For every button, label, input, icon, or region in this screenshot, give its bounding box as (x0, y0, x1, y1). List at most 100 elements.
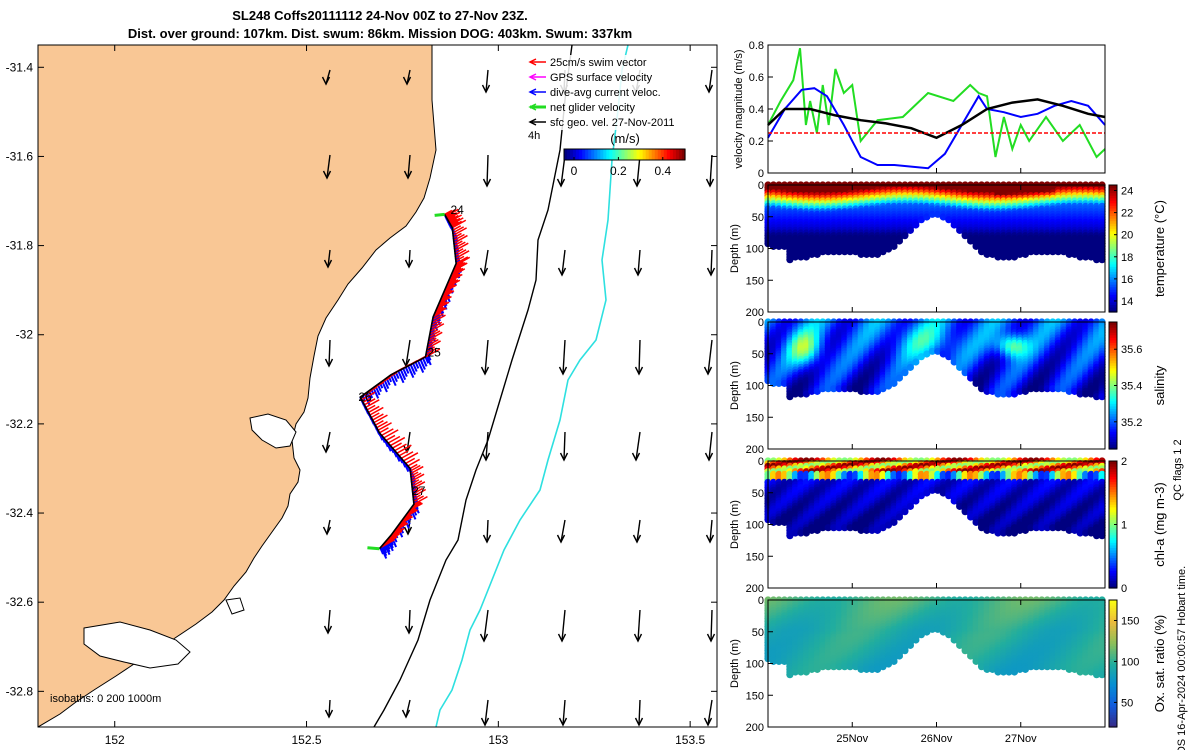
section-data-point (977, 385, 986, 393)
swim-vector (449, 273, 459, 280)
section-data-point (791, 390, 799, 398)
swim-vector (445, 279, 461, 289)
velocity-arrow-shaft (408, 609, 411, 634)
velocity-arrow-shaft (561, 249, 566, 276)
velocity-arrow-head (704, 84, 714, 94)
swim-vector (430, 323, 445, 332)
colorbar-unit-label: (m/s) (610, 131, 640, 146)
section-data-point (1065, 250, 1073, 258)
velocity-arrow-shaft (486, 154, 489, 187)
section-data-point (928, 347, 936, 355)
colorbar-tick-label: 0.2 (610, 164, 627, 178)
velocity-arrow-shaft (560, 519, 566, 543)
swim-vector (432, 311, 442, 318)
section-data-point (775, 242, 783, 250)
swim-vector (411, 479, 420, 485)
colorbar-swatch (597, 149, 601, 160)
velocity-arrow-head (322, 170, 332, 180)
colorbar-swatch (681, 149, 686, 160)
swim-vector (434, 306, 446, 314)
swim-vector (450, 268, 466, 278)
section-colorbar-tick-label: 35.6 (1121, 344, 1142, 356)
section-data-point (972, 242, 980, 250)
section-data-point (1016, 250, 1024, 258)
velocity-plot-area (768, 45, 1105, 173)
colorbar-swatch (642, 149, 647, 160)
section-data-point (1027, 385, 1035, 393)
swim-vector (446, 278, 457, 286)
colorbar-frame (563, 148, 686, 161)
isobath-note: isobaths: 0 200 1000m (50, 693, 161, 705)
colorbar-swatch (570, 149, 574, 160)
colorbar-swatch (660, 149, 665, 160)
swim-vector (392, 442, 402, 449)
section-colorbar-tick-label: 14 (1121, 296, 1133, 308)
section-data-point (1016, 387, 1024, 395)
velocity-arrow-head (479, 267, 489, 277)
swim-vector (452, 227, 467, 237)
section-colorbar-swatch (1109, 212, 1117, 217)
velocity-arrow-head (703, 717, 713, 727)
day-label: 24 (450, 203, 464, 217)
section-data-point (906, 226, 914, 234)
legend-entry-label: GPS surface velocity (550, 72, 653, 84)
section-colorbar-swatch (1109, 185, 1117, 189)
section-data-point (808, 387, 816, 395)
swim-vector (450, 221, 459, 227)
swim-vector (441, 289, 453, 297)
section-data-point (972, 379, 980, 387)
section-data-point (967, 237, 975, 245)
velocity-arrow-head (402, 76, 412, 86)
section-data-point (780, 379, 789, 387)
section-colorbar-swatch (1109, 235, 1117, 239)
colorbar-swatch (630, 149, 635, 160)
colorbar-swatch (675, 149, 680, 160)
velocity-series-line (767, 47, 1106, 159)
map-axis-ticks: 152 152.5 153 153.5-31.4-31.6-31.8-32-32.2-… (6, 45, 717, 747)
colorbar-swatch (585, 149, 589, 160)
section-data-point (1027, 248, 1035, 256)
swim-vector (425, 347, 438, 355)
section-colorbar-swatch (1109, 296, 1117, 300)
velocity-arrow-shaft (636, 519, 641, 543)
velocity-y-tick-label: 0.8 (749, 40, 764, 52)
swim-vector (438, 295, 452, 305)
section-data-point (824, 248, 832, 256)
swim-vector (395, 521, 408, 530)
velocity-arrow-head (404, 259, 414, 269)
swim-vector (442, 289, 451, 295)
section-variable-label: temperature (°C) (1152, 200, 1167, 297)
velocity-arrow-shaft (406, 431, 411, 453)
section-data-point (775, 379, 783, 387)
velocity-arrow-head (632, 178, 642, 188)
swim-vector (451, 220, 463, 228)
velocity-arrow-shaft (485, 431, 489, 461)
colorbar-swatch (639, 149, 644, 160)
legend-entry-label: 25cm/s swim vector (550, 57, 647, 69)
swim-vector (448, 214, 459, 222)
legend-entry-label: sfc geo. vel. 27-Nov-2011 (550, 117, 675, 129)
section-colorbar-swatch (1109, 240, 1117, 245)
section-data-point (1010, 390, 1019, 398)
swim-vector (429, 328, 439, 335)
swim-vector (385, 434, 396, 442)
section-data-point (819, 385, 827, 393)
velocity-arrow-head (403, 170, 413, 180)
swim-vector (444, 209, 453, 216)
section-colorbar-swatch (1109, 294, 1117, 298)
section-y-tick-label: 50 (752, 349, 764, 361)
section-data-point (868, 250, 876, 258)
section-colorbar-swatch (1109, 258, 1117, 262)
section-colorbar-swatch (1109, 215, 1117, 219)
section-colorbar-swatch (1109, 309, 1117, 313)
velocity-arrow-shaft (484, 699, 489, 726)
velocity-arrow-head (633, 267, 643, 277)
section-colorbar-swatch (1109, 238, 1117, 242)
swim-vector (413, 495, 424, 503)
velocity-arrow-shaft (483, 249, 489, 276)
section-data-point (939, 213, 947, 221)
swim-vector (455, 256, 469, 265)
section-colorbar-swatch (1109, 223, 1117, 227)
